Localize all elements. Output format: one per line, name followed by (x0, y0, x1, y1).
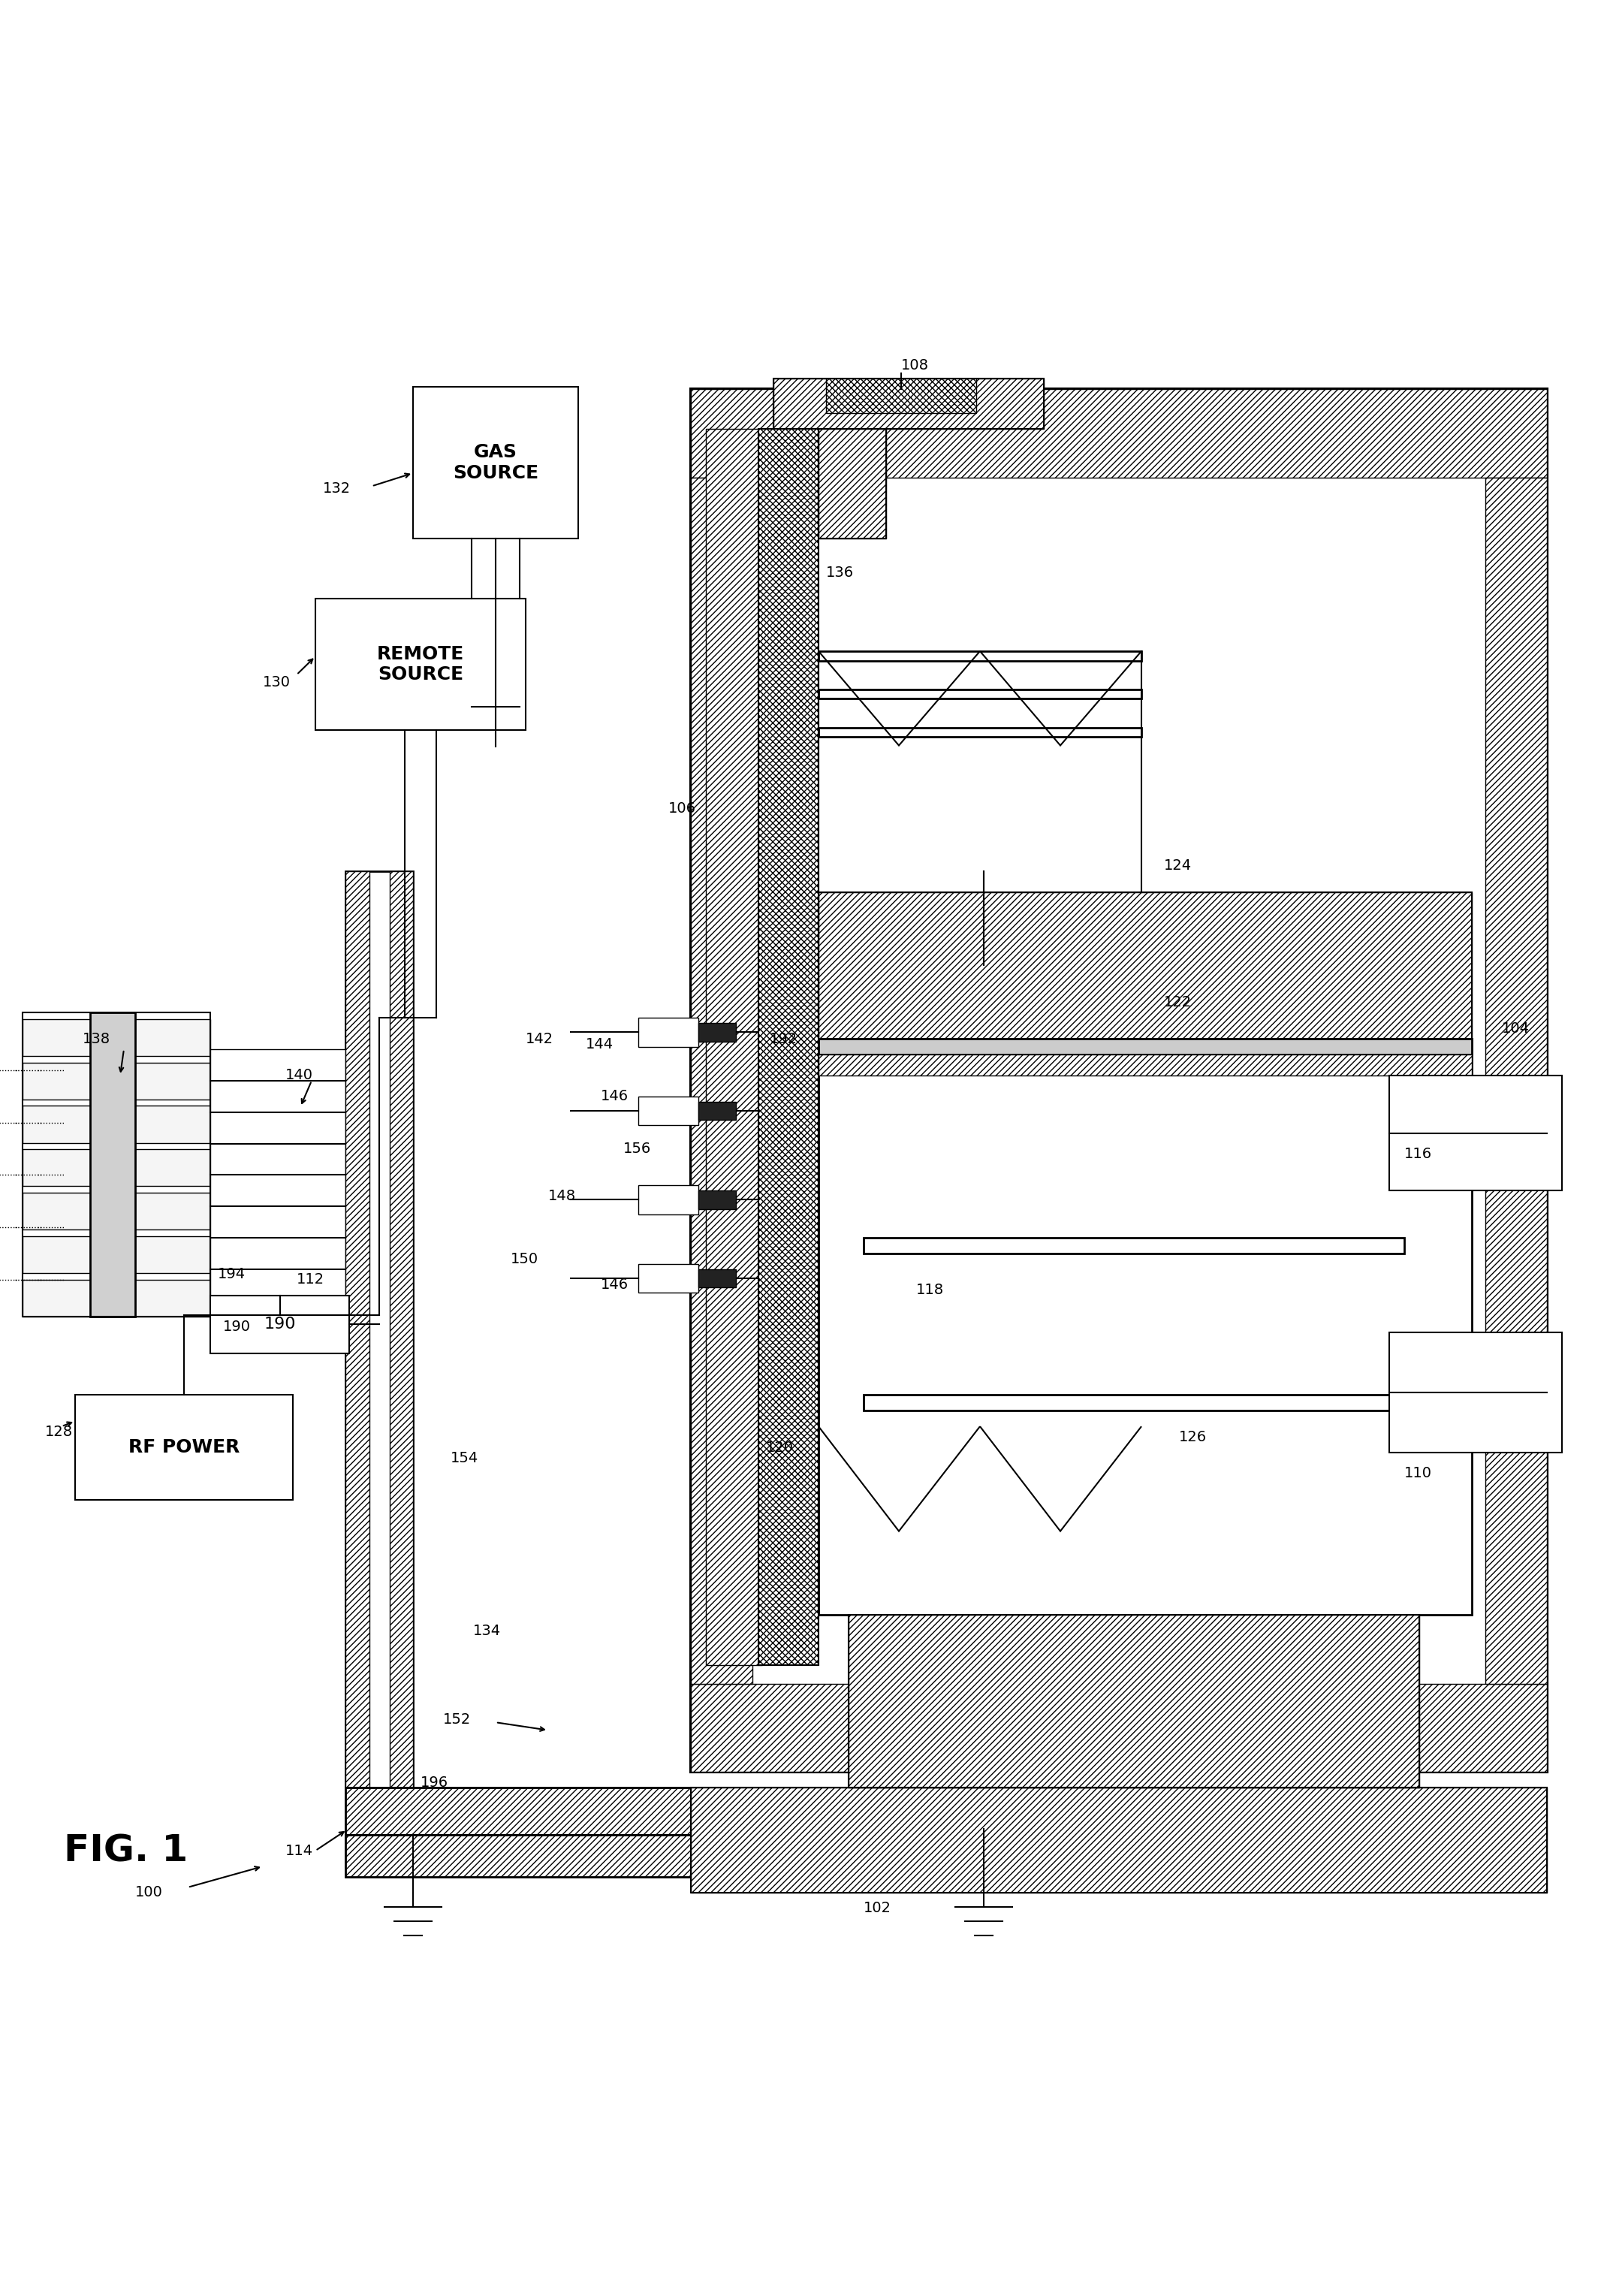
Bar (818, 689, 1142, 698)
Bar (692, 390, 1547, 478)
Bar (849, 1614, 1418, 1789)
Text: 156: 156 (623, 1141, 652, 1155)
Text: 142: 142 (525, 1031, 554, 1047)
Text: 190: 190 (223, 1320, 250, 1334)
Text: 126: 126 (1178, 1430, 1207, 1444)
Text: 136: 136 (826, 565, 853, 579)
Text: 128: 128 (45, 1424, 74, 1440)
Bar (818, 1054, 1471, 1075)
Bar (826, 379, 977, 413)
Bar (818, 1038, 1471, 1054)
Text: 194: 194 (218, 1267, 245, 1281)
Bar (1390, 1075, 1563, 1192)
Bar (692, 1683, 1547, 1773)
Text: 154: 154 (450, 1451, 479, 1465)
Bar (346, 870, 370, 1867)
Text: RF POWER: RF POWER (128, 1437, 240, 1456)
Bar (698, 1102, 736, 1120)
Text: 148: 148 (548, 1189, 576, 1203)
Bar (863, 1238, 1404, 1254)
Text: GAS
SOURCE: GAS SOURCE (453, 443, 538, 482)
Text: 112: 112 (296, 1272, 325, 1286)
Bar (818, 1038, 1471, 1614)
Text: 102: 102 (863, 1901, 892, 1915)
Bar (698, 1024, 736, 1042)
Bar (818, 893, 1471, 1038)
Text: REMOTE
SOURCE: REMOTE SOURCE (376, 645, 464, 684)
Bar (692, 1789, 1547, 1892)
Text: 100: 100 (134, 1885, 163, 1899)
Text: 108: 108 (901, 358, 929, 372)
Text: 150: 150 (511, 1251, 538, 1265)
Text: 106: 106 (668, 801, 696, 815)
Bar (692, 390, 1547, 1773)
Bar (639, 1185, 698, 1215)
Bar (210, 1295, 349, 1352)
Bar (692, 1789, 1547, 1892)
Bar (75, 1396, 293, 1499)
Bar (818, 728, 1142, 737)
Bar (1390, 1332, 1563, 1453)
Text: 140: 140 (285, 1068, 314, 1084)
Bar (639, 1097, 698, 1125)
Bar (346, 1835, 751, 1876)
Text: 116: 116 (1404, 1148, 1433, 1162)
Bar (698, 1270, 736, 1288)
Bar (346, 1789, 751, 1835)
Bar (346, 1789, 751, 1835)
Bar (692, 478, 752, 1683)
Bar (818, 652, 1142, 661)
Text: 104: 104 (1502, 1022, 1529, 1035)
Bar (639, 1017, 698, 1047)
Text: 132: 132 (323, 482, 351, 496)
Text: 134: 134 (472, 1623, 501, 1637)
Bar (210, 1049, 346, 1302)
Bar (706, 429, 762, 1665)
Text: 152: 152 (443, 1713, 471, 1727)
Bar (818, 1003, 1142, 1013)
Text: 122: 122 (1164, 994, 1191, 1010)
Bar (346, 1835, 751, 1876)
Text: 144: 144 (586, 1038, 613, 1052)
Bar (818, 429, 885, 540)
Text: 124: 124 (1164, 859, 1191, 872)
Bar (22, 1192, 210, 1231)
Bar (849, 1614, 1418, 1789)
Bar (413, 386, 578, 540)
Text: 114: 114 (285, 1844, 314, 1857)
Bar (90, 1013, 134, 1316)
Bar (315, 599, 525, 730)
Text: 120: 120 (765, 1440, 794, 1453)
Bar (818, 1042, 1142, 1052)
Text: 196: 196 (421, 1775, 448, 1789)
Bar (818, 1079, 1142, 1088)
Text: 138: 138 (83, 1031, 110, 1047)
Bar (773, 379, 1044, 429)
Bar (818, 893, 1471, 1038)
Text: 146: 146 (600, 1088, 629, 1104)
Text: 146: 146 (600, 1279, 629, 1293)
Text: 192: 192 (770, 1031, 797, 1047)
Bar (22, 1150, 210, 1187)
Bar (773, 379, 1044, 429)
Text: 190: 190 (264, 1316, 296, 1332)
Bar (759, 429, 818, 1665)
Bar (698, 1192, 736, 1210)
Bar (863, 1396, 1404, 1410)
Text: 118: 118 (916, 1283, 945, 1297)
Bar (22, 1235, 210, 1272)
Bar (1486, 478, 1547, 1683)
Bar (22, 1107, 210, 1143)
Bar (22, 1063, 210, 1100)
Text: FIG. 1: FIG. 1 (64, 1832, 187, 1869)
Text: 130: 130 (263, 675, 291, 689)
Bar (22, 1013, 210, 1316)
Bar (818, 429, 885, 540)
Text: 110: 110 (1404, 1467, 1431, 1481)
Bar (346, 870, 413, 1867)
Bar (639, 1265, 698, 1293)
Bar (22, 1019, 210, 1056)
Bar (389, 870, 413, 1867)
Bar (22, 1279, 210, 1316)
